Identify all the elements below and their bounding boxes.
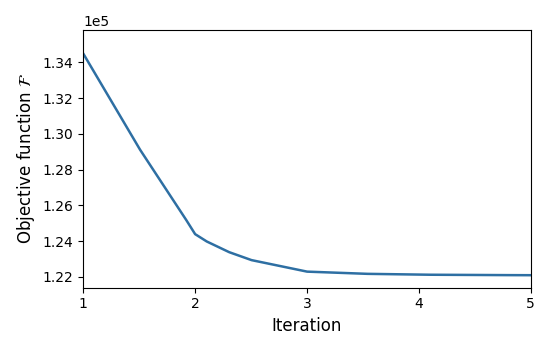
X-axis label: Iteration: Iteration xyxy=(272,317,342,335)
Y-axis label: Objective function $\mathcal{F}$: Objective function $\mathcal{F}$ xyxy=(15,74,37,245)
